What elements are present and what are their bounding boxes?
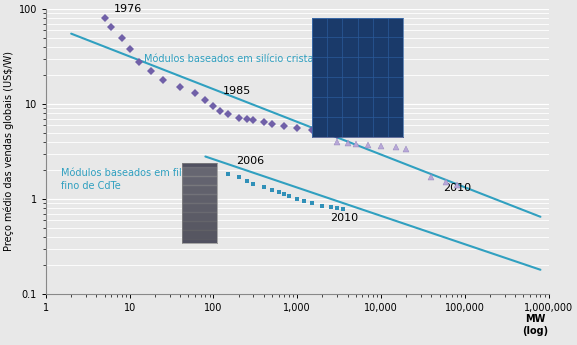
Text: 2010: 2010 bbox=[331, 213, 359, 223]
Text: 2006: 2006 bbox=[236, 157, 264, 167]
Text: 2010: 2010 bbox=[443, 183, 471, 193]
Text: Módulos baseados em silício cristalino: Módulos baseados em silício cristalino bbox=[144, 54, 332, 64]
Text: Módulos baseados em filme
fino de CdTe: Módulos baseados em filme fino de CdTe bbox=[61, 168, 197, 191]
Y-axis label: Preço médio das vendas globais (US$/W): Preço médio das vendas globais (US$/W) bbox=[4, 51, 14, 252]
Text: 2003: 2003 bbox=[343, 112, 371, 122]
Text: MW
(log): MW (log) bbox=[522, 314, 549, 336]
Text: 1985: 1985 bbox=[223, 87, 251, 97]
Text: 1976: 1976 bbox=[114, 4, 143, 14]
